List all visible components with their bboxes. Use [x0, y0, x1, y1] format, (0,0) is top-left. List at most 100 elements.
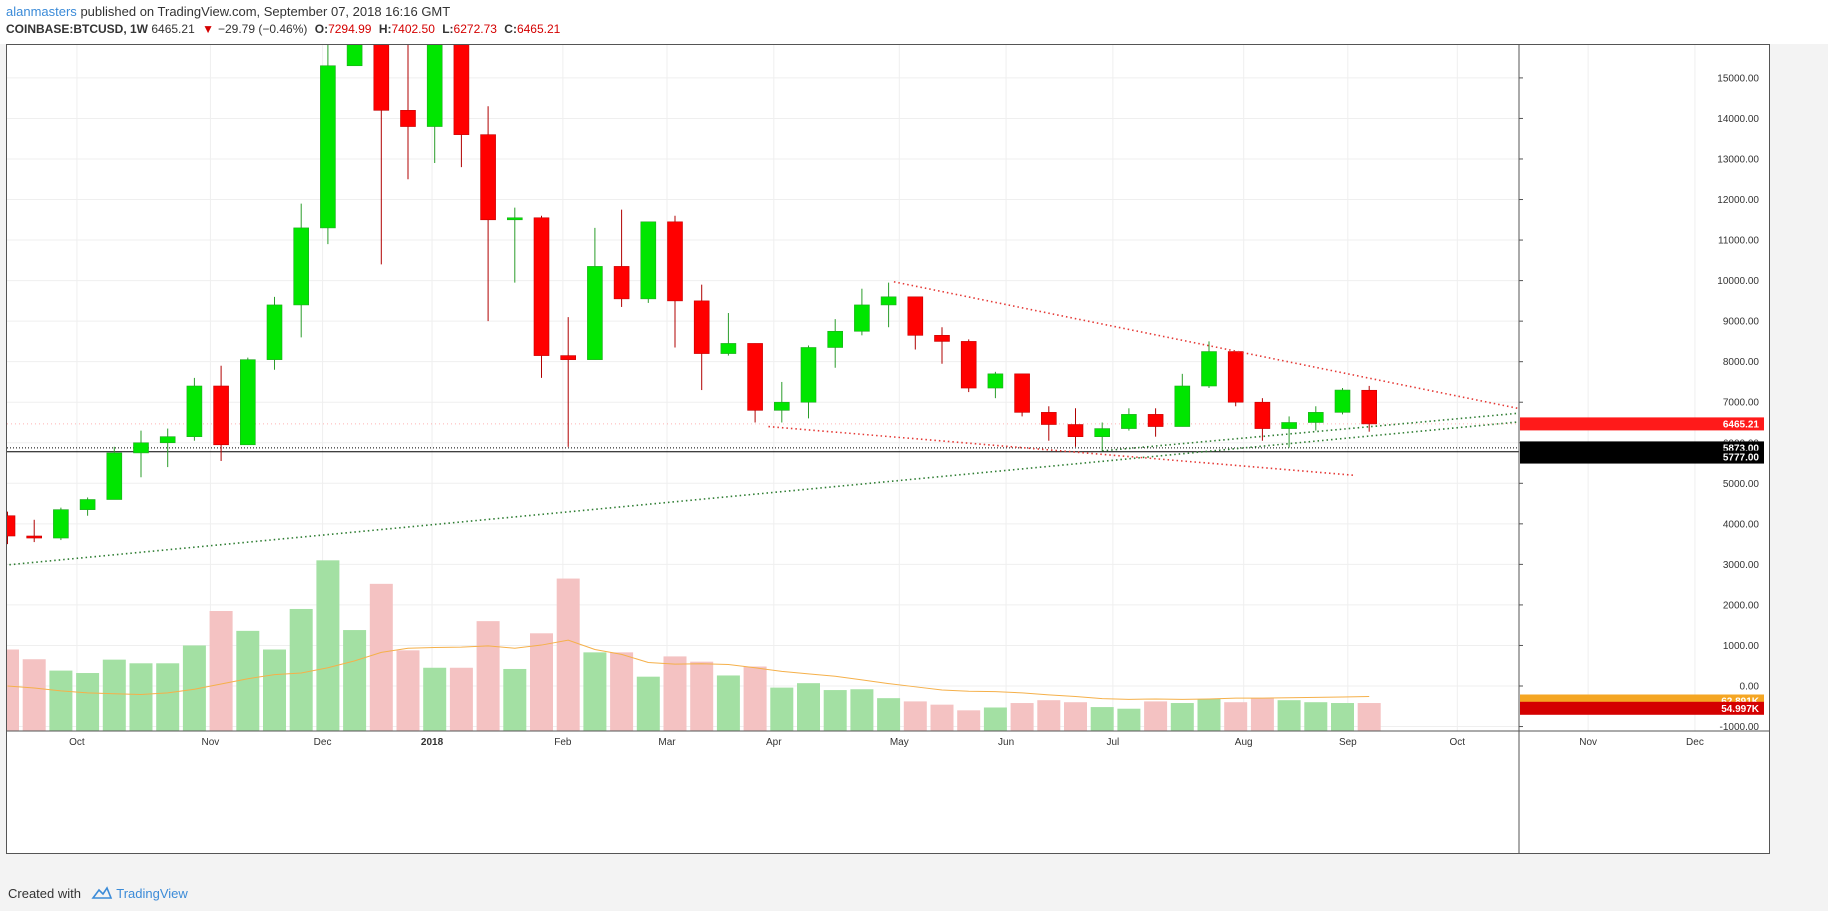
volume-bar [396, 650, 420, 731]
volume-bar [1197, 698, 1221, 731]
volume-bar [636, 676, 660, 731]
last-price: 6465.21 [151, 22, 195, 36]
volume-bar [957, 710, 981, 731]
volume-bar [1331, 703, 1354, 731]
open-label: O: [314, 22, 329, 36]
x-tick-label: Dec [1686, 737, 1704, 748]
volume-bar [1117, 708, 1141, 731]
volume-bar [797, 683, 820, 731]
low-label: L: [442, 22, 454, 36]
y-tick-label: 11000.00 [1718, 236, 1759, 247]
candle-down [693, 300, 710, 354]
y-tick-label: 4000.00 [1723, 519, 1760, 530]
y-tick-label: 0.00 [1740, 682, 1760, 693]
tradingview-brand-link[interactable]: TradingView [116, 886, 188, 901]
price-change: −29.79 (−0.46%) [217, 22, 308, 36]
volume-bar [289, 608, 313, 731]
x-tick-label: May [890, 737, 909, 748]
volume-bar [663, 656, 687, 731]
footer: Created with TradingView [8, 884, 188, 901]
candle-down [26, 535, 43, 539]
candle-up [266, 304, 283, 360]
candle-down [533, 217, 550, 356]
candle-down [747, 343, 763, 411]
y-tick-label: 15000.00 [1717, 73, 1759, 84]
volume-last-tag-bg [1520, 701, 1764, 715]
support-tag-lower: 5777.00 [1723, 453, 1760, 464]
chart-area[interactable]: -1000.00 0.00 1000.00 2000.00 3000.00 4000.00… [6, 44, 1770, 854]
volume-bar [129, 663, 153, 731]
x-tick-label: Oct [1450, 737, 1466, 748]
volume-bar [1144, 701, 1168, 731]
created-with-text: Created with [8, 886, 81, 901]
volume-bar [76, 673, 100, 731]
candle-down [667, 221, 683, 302]
y-tick-label: 8000.00 [1723, 357, 1760, 368]
x-tick-label: Feb [554, 737, 572, 748]
candle-up [346, 45, 363, 67]
volume-bar [903, 701, 927, 731]
volume-bar [1037, 700, 1061, 731]
volume-bar [369, 583, 393, 731]
volume-bar [236, 630, 260, 731]
x-tick-label: Sep [1339, 737, 1357, 748]
candle-up [720, 343, 737, 354]
symbol-info: COINBASE:BTCUSD, 1W 6465.21 ▼ −29.79 (−0.… [6, 22, 564, 36]
volume-bar [263, 649, 286, 731]
volume-bar [823, 690, 847, 731]
candle-down [7, 515, 16, 537]
volume-bar [983, 707, 1007, 731]
volume-bar [583, 652, 607, 731]
candle-up [827, 330, 844, 348]
candle-up [1174, 385, 1191, 427]
candle-down [1014, 373, 1030, 413]
candle-down [1361, 389, 1377, 425]
candle-down [1041, 412, 1057, 425]
volume-bar [1010, 703, 1034, 731]
y-tick-label: 13000.00 [1717, 154, 1759, 165]
volume-bar [610, 652, 634, 731]
volume-bar [1224, 702, 1248, 731]
candle-down [373, 45, 390, 111]
support-tag-lower-bg [1520, 450, 1764, 464]
y-tick-label: 14000.00 [1717, 114, 1759, 125]
candle-down [453, 45, 470, 135]
candle-down [400, 110, 416, 127]
author-link[interactable]: alanmasters [6, 4, 77, 19]
x-tick-label: Jul [1106, 737, 1119, 748]
volume-last-tag: 54.997K [1721, 704, 1760, 715]
high-label: H: [378, 22, 392, 36]
x-tick-label: Nov [202, 737, 220, 748]
candle-up [133, 442, 149, 454]
volume-bar [423, 667, 447, 731]
candle-down [213, 385, 229, 446]
volume-bar [1170, 703, 1194, 731]
chart-svg[interactable]: -1000.00 0.00 1000.00 2000.00 3000.00 4000.00… [7, 45, 1769, 853]
last-price-tag-bg [1520, 417, 1764, 431]
close-value: 6465.21 [516, 22, 561, 36]
x-tick-label: Oct [69, 737, 85, 748]
volume-bar [1250, 698, 1274, 731]
plot-layer [7, 45, 1519, 731]
volume-bar [49, 670, 73, 731]
candle-up [987, 373, 1004, 389]
x-tick-label: 2018 [421, 737, 444, 748]
candle-down [960, 341, 977, 389]
volume-bar [930, 704, 954, 731]
volume-bar [156, 663, 180, 731]
volume-ma-line [7, 639, 1370, 700]
y-tick-label: 2000.00 [1723, 600, 1760, 611]
y-tick-label: 5000.00 [1723, 479, 1760, 490]
candle-up [587, 266, 603, 360]
volume-bar [850, 689, 874, 731]
candle-up [854, 304, 870, 332]
candle-up [800, 347, 817, 403]
tradingview-cloud-icon [91, 886, 112, 899]
candle-up [640, 221, 657, 300]
volume-bar [1277, 700, 1301, 731]
candle-up [1334, 389, 1351, 413]
candle-up [1308, 412, 1324, 423]
x-tick-label: Mar [658, 737, 676, 748]
y-tick-label: -1000.00 [1720, 722, 1760, 733]
header: alanmasters published on TradingView.com… [0, 0, 1828, 44]
